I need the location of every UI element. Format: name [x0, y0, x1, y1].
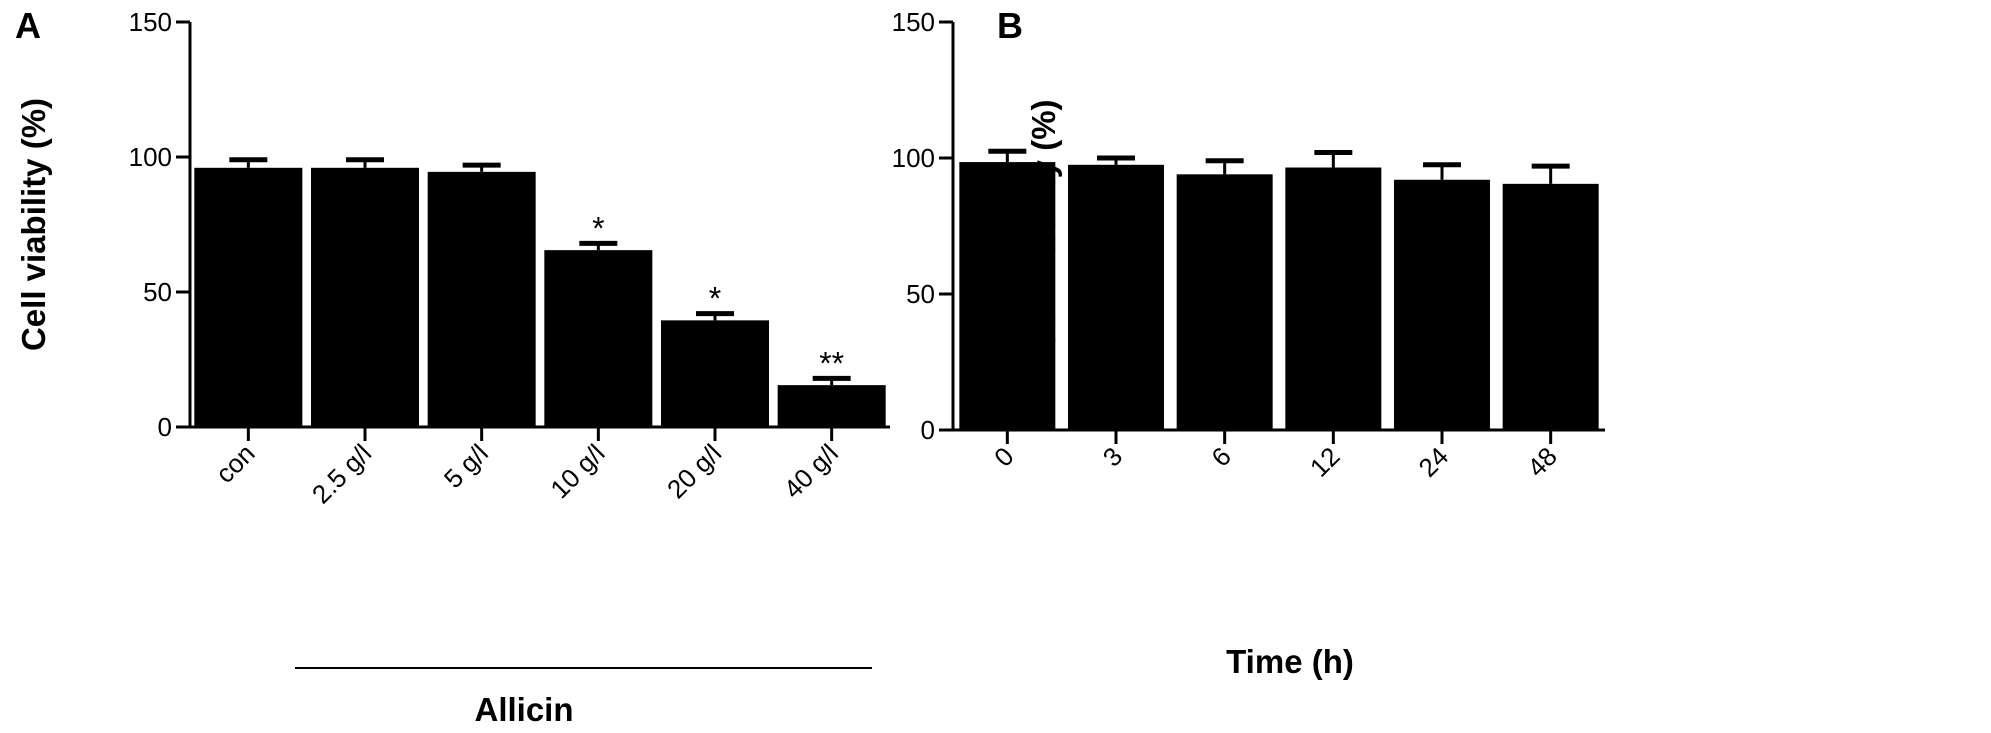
x-axis-title: Time (h): [1226, 643, 1354, 680]
y-tick-label: 100: [129, 142, 172, 172]
bar: [427, 171, 536, 427]
bar: [661, 320, 769, 427]
x-tick-label: 5 g/l: [438, 438, 494, 494]
x-tick-label: 20 g/l: [661, 438, 727, 504]
y-axis-title: Cell viability (%): [15, 98, 52, 351]
y-tick-label: 0: [158, 412, 172, 442]
panel-b: B050100150Cell viability (%)036122448Tim…: [892, 5, 1605, 680]
y-tick-label: 50: [143, 277, 172, 307]
significance-marker: **: [819, 345, 844, 381]
x-tick-label: 24: [1413, 441, 1455, 483]
x-tick-label: 12: [1304, 441, 1346, 483]
x-tick-label: 10 g/l: [544, 438, 610, 504]
x-tick-label: 2.5 g/l: [306, 438, 377, 509]
x-tick-label: 0: [988, 441, 1019, 472]
bar: [1068, 164, 1164, 431]
panel-label: B: [997, 5, 1023, 46]
bar: [1394, 179, 1490, 430]
bar: [194, 167, 303, 428]
x-tick-label: 3: [1097, 441, 1128, 472]
significance-marker: *: [709, 281, 721, 317]
significance-marker: *: [592, 210, 604, 246]
bar: [777, 385, 886, 427]
bar: [959, 162, 1056, 430]
panel-a: A 0 50 100 150 Cell viability (%) con 2.5 g/l 5 …: [15, 5, 890, 728]
x-tick-label: 40 g/l: [778, 438, 844, 504]
y-tick-label: 150: [129, 7, 172, 37]
bar: [1285, 167, 1382, 430]
bar: [544, 250, 653, 427]
y-tick-label: 50: [906, 279, 935, 309]
y-tick-label: 100: [892, 143, 935, 173]
x-tick-label: 6: [1205, 441, 1236, 472]
y-tick-label: 150: [892, 7, 935, 37]
y-tick-label: 0: [921, 415, 935, 445]
group-label: Allicin: [474, 691, 573, 728]
bar: [1176, 174, 1273, 430]
panel-label: A: [15, 5, 41, 46]
x-tick-label: con: [210, 438, 261, 489]
bar: [311, 167, 419, 428]
bar: [1502, 183, 1599, 430]
x-tick-label: 48: [1521, 441, 1563, 483]
